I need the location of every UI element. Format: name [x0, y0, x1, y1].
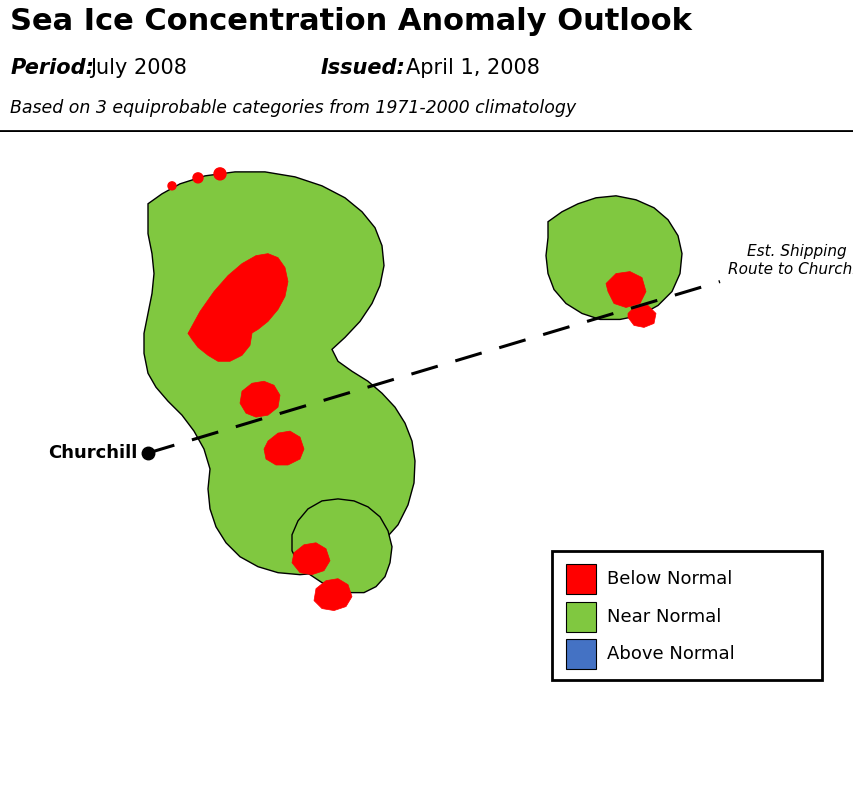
- Text: Near Normal: Near Normal: [606, 607, 721, 626]
- Text: July 2008: July 2008: [90, 58, 186, 78]
- Text: Sea Ice Concentration Anomaly Outlook: Sea Ice Concentration Anomaly Outlook: [10, 6, 691, 35]
- Polygon shape: [188, 254, 287, 342]
- Text: Est. Shipping
Route to Churchill: Est. Shipping Route to Churchill: [727, 244, 853, 277]
- Polygon shape: [627, 306, 655, 327]
- Polygon shape: [188, 315, 252, 362]
- Circle shape: [214, 168, 226, 180]
- Text: Issued:: Issued:: [320, 58, 404, 78]
- Text: Based on 3 equiprobable categories from 1971-2000 climatology: Based on 3 equiprobable categories from …: [10, 99, 576, 117]
- Text: Above Normal: Above Normal: [606, 646, 734, 663]
- Circle shape: [168, 182, 176, 190]
- Bar: [566, 564, 595, 594]
- Bar: [551, 550, 821, 680]
- Bar: [566, 602, 595, 631]
- Bar: [566, 639, 595, 670]
- Polygon shape: [292, 542, 329, 574]
- Polygon shape: [240, 382, 280, 417]
- Text: Period:: Period:: [10, 58, 94, 78]
- Text: April 1, 2008: April 1, 2008: [405, 58, 539, 78]
- Circle shape: [193, 173, 203, 183]
- Polygon shape: [292, 499, 392, 593]
- Polygon shape: [545, 196, 682, 319]
- Polygon shape: [606, 271, 645, 307]
- Polygon shape: [144, 172, 415, 574]
- Polygon shape: [264, 431, 304, 465]
- Text: Churchill: Churchill: [49, 444, 138, 462]
- Text: Below Normal: Below Normal: [606, 570, 732, 588]
- Polygon shape: [314, 578, 351, 610]
